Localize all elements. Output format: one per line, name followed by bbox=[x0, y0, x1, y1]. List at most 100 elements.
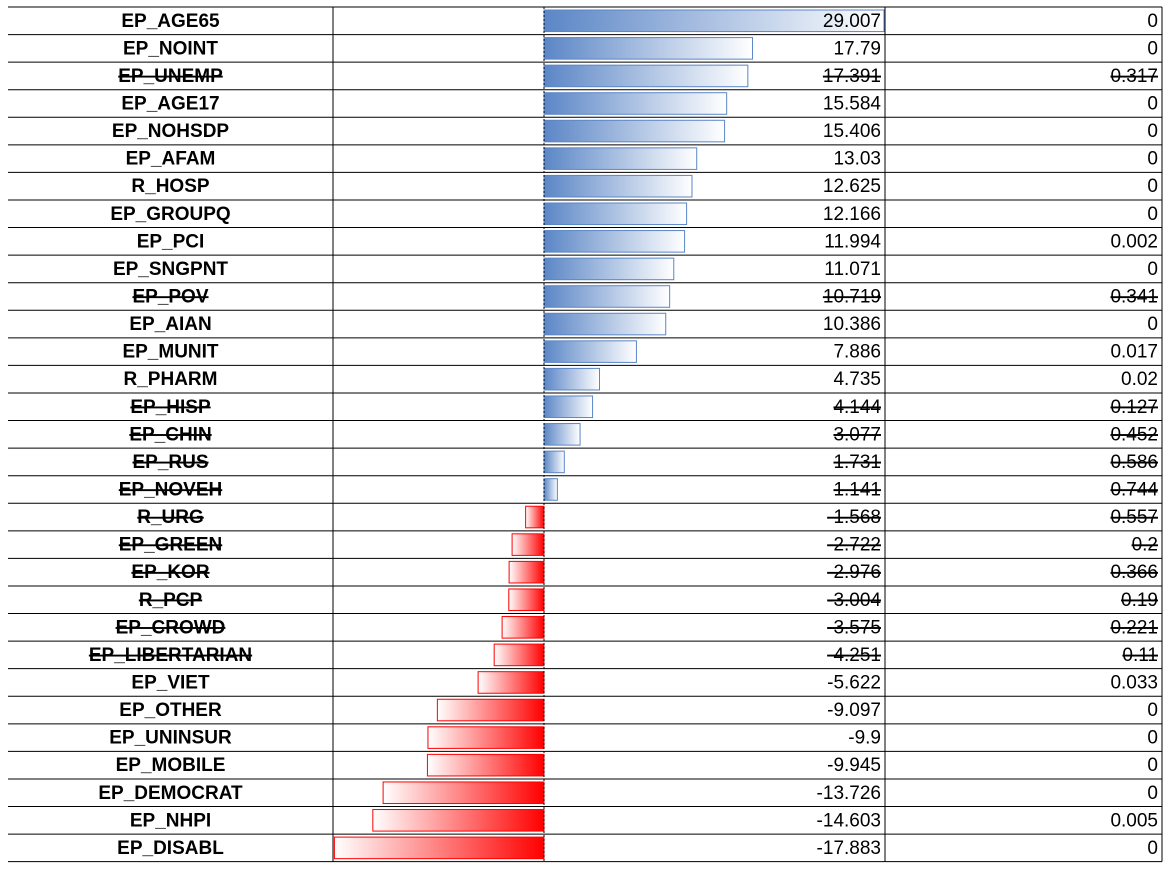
data-bar bbox=[543, 174, 693, 198]
row-name: EP_AFAM bbox=[126, 149, 216, 170]
data-bar bbox=[543, 64, 749, 88]
row-p: 0 bbox=[1147, 176, 1158, 197]
row-p: 0 bbox=[1147, 204, 1158, 225]
row-p: 0 bbox=[1147, 700, 1158, 721]
data-bar bbox=[543, 37, 754, 60]
row-p: 0.452 bbox=[1110, 424, 1158, 445]
row-name: EP_OTHER bbox=[119, 700, 222, 721]
row-name: EP_NOVEH bbox=[119, 479, 222, 500]
row-name: EP_CROWD bbox=[116, 617, 226, 638]
row-name: EP_NOHSDP bbox=[112, 121, 230, 142]
row-name: EP_UNEMP bbox=[118, 66, 223, 87]
row-name: EP_LIBERTARIAN bbox=[89, 645, 252, 666]
row-value: 13.03 bbox=[833, 149, 881, 170]
data-bar bbox=[427, 726, 545, 749]
row-value: 17.79 bbox=[833, 38, 881, 59]
data-bar bbox=[543, 423, 581, 446]
row-p: 0 bbox=[1147, 259, 1158, 280]
data-bar bbox=[333, 836, 545, 860]
row-p: 0 bbox=[1147, 314, 1158, 335]
row-name: EP_VIET bbox=[131, 672, 210, 693]
data-bar bbox=[493, 643, 545, 667]
row-p: 0 bbox=[1147, 11, 1158, 32]
row-name: EP_PCI bbox=[137, 231, 205, 252]
row-p: 0 bbox=[1147, 121, 1158, 142]
data-bar bbox=[543, 147, 698, 170]
row-p: 0.017 bbox=[1110, 342, 1158, 363]
data-bar bbox=[543, 285, 671, 308]
row-name: EP_RUS bbox=[132, 452, 208, 473]
data-bar bbox=[477, 671, 545, 694]
data-bar bbox=[501, 616, 545, 639]
row-p: 0.557 bbox=[1110, 507, 1158, 528]
row-p: 0.02 bbox=[1121, 369, 1158, 390]
data-bar bbox=[508, 588, 545, 612]
row-p: 0.586 bbox=[1110, 452, 1158, 473]
row-p: 0.341 bbox=[1110, 287, 1158, 308]
data-bar bbox=[511, 533, 545, 556]
row-name: EP_MUNIT bbox=[122, 342, 218, 363]
row-name: EP_NOINT bbox=[123, 38, 218, 59]
row-value: 4.735 bbox=[833, 369, 881, 390]
data-bar bbox=[543, 340, 637, 363]
row-value: -3.004 bbox=[827, 590, 881, 611]
row-p: 0.002 bbox=[1110, 231, 1158, 252]
row-p: 0.317 bbox=[1110, 66, 1158, 87]
row-name: EP_HISP bbox=[130, 397, 211, 418]
row-p: 0.221 bbox=[1110, 617, 1158, 638]
row-value: -2.976 bbox=[827, 562, 881, 583]
data-bar bbox=[543, 395, 594, 419]
row-p: 0 bbox=[1147, 149, 1158, 170]
data-bar bbox=[543, 257, 675, 281]
row-value: 15.406 bbox=[823, 121, 881, 142]
row-value: -5.622 bbox=[827, 672, 881, 693]
row-p: 0.033 bbox=[1110, 672, 1158, 693]
row-value: -1.568 bbox=[827, 507, 881, 528]
row-name: EP_CHIN bbox=[129, 424, 211, 445]
data-bar bbox=[543, 478, 558, 501]
row-p: 0 bbox=[1147, 838, 1158, 859]
data-bar bbox=[543, 230, 686, 253]
row-p: 0 bbox=[1147, 728, 1158, 749]
row-p: 0 bbox=[1147, 783, 1158, 804]
row-value: -13.726 bbox=[817, 783, 881, 804]
row-value: -9.9 bbox=[848, 728, 881, 749]
data-bar bbox=[525, 505, 545, 529]
row-name: R_PHARM bbox=[124, 369, 218, 390]
row-value: 17.391 bbox=[823, 66, 881, 87]
row-name: EP_DEMOCRAT bbox=[98, 783, 243, 804]
row-value: -9.097 bbox=[827, 700, 881, 721]
row-name: EP_DISABL bbox=[117, 838, 224, 859]
row-p: 0 bbox=[1147, 755, 1158, 776]
row-value: -17.883 bbox=[817, 838, 881, 859]
row-value: 11.994 bbox=[824, 231, 881, 252]
row-name: EP_MOBILE bbox=[116, 755, 226, 776]
data-bar bbox=[543, 367, 601, 391]
data-bar bbox=[543, 92, 728, 115]
row-name: EP_AGE65 bbox=[121, 11, 220, 32]
row-name: EP_KOR bbox=[131, 562, 209, 583]
data-bar bbox=[426, 753, 545, 777]
row-value: 29.007 bbox=[823, 11, 881, 32]
row-name: R_HOSP bbox=[131, 176, 209, 197]
row-value: 1.141 bbox=[833, 479, 881, 500]
data-bar bbox=[508, 560, 545, 584]
row-name: EP_GREEN bbox=[119, 535, 222, 556]
row-value: 12.625 bbox=[823, 176, 881, 197]
row-value: 7.886 bbox=[833, 342, 881, 363]
data-bar bbox=[543, 119, 726, 143]
row-value: 1.731 bbox=[833, 452, 881, 473]
row-name: EP_NHPI bbox=[130, 810, 211, 831]
row-value: 3.077 bbox=[833, 424, 881, 445]
row-p: 0.005 bbox=[1110, 810, 1158, 831]
row-name: EP_GROUPQ bbox=[110, 204, 230, 225]
row-p: 0 bbox=[1147, 94, 1158, 115]
row-p: 0.744 bbox=[1110, 479, 1158, 500]
data-bar bbox=[372, 809, 545, 832]
data-bar bbox=[543, 450, 565, 474]
row-name: EP_UNINSUR bbox=[109, 728, 232, 749]
row-p: 0.366 bbox=[1110, 562, 1158, 583]
row-value: 11.071 bbox=[824, 259, 881, 280]
data-bar bbox=[543, 312, 667, 336]
